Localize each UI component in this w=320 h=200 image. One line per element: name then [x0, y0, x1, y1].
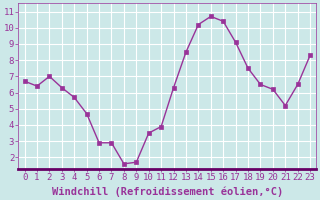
X-axis label: Windchill (Refroidissement éolien,°C): Windchill (Refroidissement éolien,°C) — [52, 186, 283, 197]
